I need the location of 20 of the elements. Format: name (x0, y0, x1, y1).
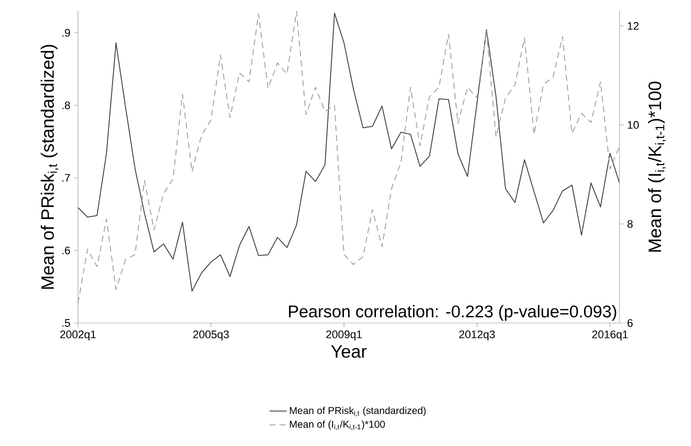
y2-tick-label: 12 (628, 22, 639, 30)
x-tick-label: 2012q3 (459, 330, 495, 340)
y2-tick-label: 6 (628, 319, 633, 327)
y2-axis-title: Mean of (I$_{i,t}$/K$_{i,t-1}$)*100 (648, 82, 666, 252)
x-tick-label: 2002q1 (60, 330, 96, 340)
y-axis-title: Mean of PRisk$_{i,t}$ (standardized) (40, 44, 59, 289)
y-tick-label: .9 (62, 28, 70, 37)
x-axis-title: Year (331, 345, 367, 358)
y2-tick-label: 10 (628, 121, 639, 129)
y2-tick-label: 8 (627, 220, 633, 228)
y-tick-label: .5 (62, 319, 70, 327)
legend-label: Mean of PRisk$_{i,t}$ (standardized) (290, 406, 426, 416)
y-tick-label: .6 (62, 246, 70, 254)
annotation: Pearson correlation: -0.223 (p-value=0.093) (289, 305, 616, 321)
x-tick-label: 2016q1 (592, 330, 628, 340)
x-tick-label: 2005q3 (193, 330, 229, 340)
x-tick-label: 2009q1 (326, 330, 362, 340)
legend-label: Mean of (I$_{i,t}$/K$_{i,t-1}$)*100 (290, 420, 385, 430)
y-tick-label: .8 (62, 101, 70, 110)
y-tick-label: .7 (62, 174, 70, 182)
